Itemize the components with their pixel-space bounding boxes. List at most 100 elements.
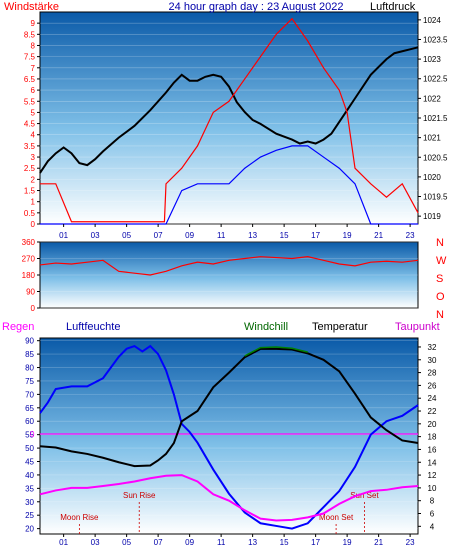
humidity-tick-label: 50 <box>25 444 34 453</box>
humidity-tick-label: 75 <box>25 377 34 386</box>
temperature-tick-label: 4 <box>430 522 435 531</box>
x-tick-label: 11 <box>217 538 226 547</box>
humidity-tick-label: 40 <box>25 471 34 480</box>
regen-label: Regen <box>2 321 34 333</box>
temperature-tick-label: 12 <box>428 471 437 480</box>
pressure-tick-label: 1022 <box>423 94 441 103</box>
regen-value-label: 0 <box>30 430 35 439</box>
x-tick-label: 23 <box>406 231 415 240</box>
temperature-tick-label: 6 <box>430 510 435 519</box>
x-tick-label: 01 <box>59 231 68 240</box>
annotation-label: Moon Set <box>319 513 354 522</box>
pressure-tick-label: 1023.5 <box>423 35 448 44</box>
x-tick-label: 17 <box>311 231 320 240</box>
wind-tick-label: 0.5 <box>24 209 36 218</box>
x-tick-label: 21 <box>374 231 383 240</box>
wind-speed-label: Windstärke <box>4 1 59 13</box>
wind-tick-label: 7.5 <box>24 53 36 62</box>
direction-tick-label: 360 <box>22 238 36 247</box>
sun-moon-annotations: Sun Rise Moon Rise Moon Set Sun Set <box>60 491 379 534</box>
wind-tick-label: 1.5 <box>24 187 36 196</box>
wind-tick-label: 6.5 <box>24 75 36 84</box>
humidity-tick-label: 60 <box>25 417 34 426</box>
taupunkt-label: Taupunkt <box>395 321 440 333</box>
temperature-tick-label: 20 <box>428 420 437 429</box>
pressure-label: Luftdruck <box>370 1 416 13</box>
wind-pressure-plot-area <box>39 11 419 225</box>
wind-tick-label: 0 <box>31 220 36 229</box>
temperature-tick-label: 8 <box>430 497 435 506</box>
x-tick-label: 17 <box>311 538 320 547</box>
chart-title: 24 hour graph day : 23 August 2022 <box>169 1 344 13</box>
wind-tick-label: 7 <box>31 64 36 73</box>
pressure-tick-label: 1022.5 <box>423 75 448 84</box>
humidity-tick-label: 80 <box>25 364 34 373</box>
temp-humidity-x-axis: 01 03 05 07 09 11 13 15 17 19 21 23 <box>59 534 415 547</box>
wind-pressure-series <box>39 17 419 225</box>
wind-tick-label: 4 <box>31 131 36 140</box>
annotation-label: Sun Rise <box>123 491 156 500</box>
x-tick-label: 19 <box>343 231 352 240</box>
temperature-axis: 4 6 8 10 12 14 16 18 20 22 24 26 28 30 32 <box>418 343 437 531</box>
wind-tick-label: 4.5 <box>24 120 36 129</box>
pressure-tick-label: 1021.5 <box>423 114 448 123</box>
compass-label: S <box>436 273 443 285</box>
wind-tick-label: 3 <box>31 153 36 162</box>
humidity-tick-label: 45 <box>25 458 34 467</box>
wind-tick-label: 1 <box>31 198 36 207</box>
compass-label: W <box>436 255 447 267</box>
x-tick-label: 03 <box>91 538 100 547</box>
temperature-tick-label: 14 <box>428 458 437 467</box>
wind-tick-label: 5 <box>31 108 36 117</box>
temperature-tick-label: 16 <box>428 445 437 454</box>
x-tick-label: 01 <box>59 538 68 547</box>
x-tick-label: 07 <box>154 231 163 240</box>
series-line <box>39 474 419 522</box>
wind-direction-grid <box>40 241 418 309</box>
wind-pressure-panel: 0 0.5 1 1.5 2 2.5 3 3.5 4 4.5 5 5.5 6 6.5 7 7.5 8 8.5 9 10… <box>4 1 448 240</box>
pressure-tick-label: 1019 <box>423 212 441 221</box>
compass-label: N <box>436 309 444 321</box>
temperature-tick-label: 32 <box>428 343 437 352</box>
x-tick-label: 11 <box>217 231 226 240</box>
wind-pressure-x-axis: 01 03 05 07 09 11 13 15 17 19 21 23 <box>59 224 415 240</box>
temperature-tick-label: 18 <box>428 433 437 442</box>
pressure-tick-label: 1024 <box>423 16 441 25</box>
humidity-tick-label: 25 <box>25 511 34 520</box>
humidity-tick-label: 30 <box>25 498 34 507</box>
temperature-tick-label: 22 <box>428 407 437 416</box>
x-tick-label: 15 <box>280 231 289 240</box>
series-line <box>39 46 419 174</box>
humidity-axis: 20 25 30 35 40 45 50 55 60 65 70 75 80 85 90 <box>25 337 40 534</box>
temp-humidity-grid <box>40 340 418 529</box>
x-tick-label: 09 <box>185 538 194 547</box>
humidity-tick-label: 55 <box>25 431 34 440</box>
x-tick-label: 03 <box>91 231 100 240</box>
temperature-tick-label: 10 <box>428 484 437 493</box>
wind-tick-label: 6 <box>31 86 36 95</box>
pressure-tick-label: 1019.5 <box>423 193 448 202</box>
x-tick-label: 21 <box>374 538 383 547</box>
wind-direction-series <box>39 256 419 276</box>
x-tick-label: 19 <box>343 538 352 547</box>
temperature-tick-label: 26 <box>428 381 437 390</box>
wind-direction-plot-area <box>39 241 419 309</box>
pressure-tick-label: 1020 <box>423 173 441 182</box>
humidity-tick-label: 70 <box>25 390 34 399</box>
pressure-tick-label: 1021 <box>423 134 441 143</box>
x-tick-label: 23 <box>406 538 415 547</box>
temperatur-label: Temperatur <box>312 321 368 333</box>
temperature-tick-label: 24 <box>428 394 437 403</box>
series-line <box>39 344 419 530</box>
direction-tick-label: 270 <box>22 255 36 264</box>
series-line <box>40 145 418 225</box>
x-tick-label: 07 <box>154 538 163 547</box>
wind-direction-axis: 0 90 180 270 360 <box>22 238 40 313</box>
wind-pressure-grid <box>40 22 418 225</box>
annotation-label: Moon Rise <box>60 513 99 522</box>
x-tick-label: 05 <box>122 231 131 240</box>
pressure-tick-label: 1020.5 <box>423 153 448 162</box>
